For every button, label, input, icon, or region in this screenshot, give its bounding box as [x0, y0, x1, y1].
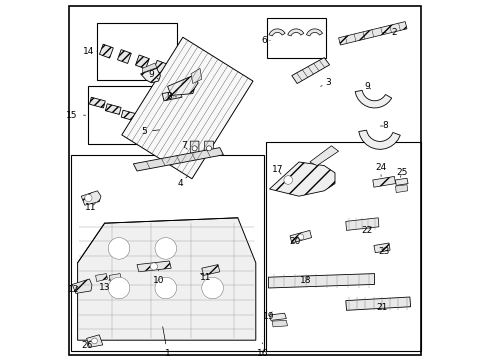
Polygon shape	[395, 178, 408, 185]
Circle shape	[192, 146, 197, 151]
Circle shape	[108, 238, 130, 259]
Bar	[98, 23, 176, 80]
Polygon shape	[346, 297, 411, 310]
Polygon shape	[109, 274, 121, 282]
Circle shape	[92, 338, 98, 344]
Polygon shape	[190, 141, 199, 156]
Polygon shape	[270, 162, 335, 196]
Text: 3: 3	[320, 78, 331, 87]
Polygon shape	[72, 279, 92, 293]
Polygon shape	[395, 185, 408, 193]
Polygon shape	[90, 97, 105, 108]
Polygon shape	[162, 90, 182, 101]
Polygon shape	[270, 313, 286, 320]
Polygon shape	[269, 274, 374, 288]
Circle shape	[284, 176, 293, 184]
Polygon shape	[81, 191, 101, 205]
Polygon shape	[272, 320, 288, 327]
Polygon shape	[346, 218, 379, 230]
Polygon shape	[310, 146, 339, 166]
Text: 17: 17	[271, 165, 283, 174]
Text: 24: 24	[375, 163, 387, 176]
Polygon shape	[135, 55, 149, 69]
Polygon shape	[374, 243, 390, 253]
Polygon shape	[359, 130, 400, 149]
Circle shape	[85, 194, 92, 202]
Polygon shape	[137, 117, 153, 127]
Bar	[88, 86, 176, 144]
Text: 9: 9	[148, 70, 159, 79]
Text: 14: 14	[83, 46, 98, 55]
Polygon shape	[292, 58, 330, 84]
Polygon shape	[121, 110, 137, 121]
Polygon shape	[118, 50, 131, 63]
Text: 8: 8	[167, 93, 176, 102]
Bar	[267, 18, 326, 58]
Text: 12: 12	[68, 285, 79, 294]
Polygon shape	[339, 22, 407, 45]
Circle shape	[155, 277, 176, 299]
Text: 25: 25	[396, 168, 407, 177]
Polygon shape	[373, 176, 395, 187]
Text: 20: 20	[289, 237, 300, 246]
Polygon shape	[288, 29, 304, 36]
Text: 8: 8	[380, 122, 388, 130]
Text: 16: 16	[257, 343, 268, 359]
Bar	[72, 155, 264, 351]
Text: 19: 19	[263, 312, 274, 321]
Polygon shape	[99, 44, 113, 58]
Text: 5: 5	[141, 127, 159, 136]
Polygon shape	[202, 265, 220, 275]
Circle shape	[298, 234, 304, 240]
Text: 23: 23	[378, 248, 389, 256]
Polygon shape	[137, 261, 171, 272]
Text: 11: 11	[85, 202, 97, 211]
Polygon shape	[153, 123, 169, 134]
Text: 6: 6	[261, 36, 270, 45]
Polygon shape	[105, 104, 121, 114]
Circle shape	[150, 263, 157, 270]
Polygon shape	[122, 37, 253, 179]
Circle shape	[108, 277, 130, 299]
Polygon shape	[191, 68, 202, 84]
Text: 2: 2	[383, 28, 397, 37]
Text: 4: 4	[177, 176, 187, 188]
Polygon shape	[168, 76, 198, 95]
Bar	[266, 142, 421, 351]
Text: 13: 13	[99, 279, 110, 292]
Circle shape	[155, 238, 176, 259]
Text: 1: 1	[163, 327, 171, 359]
Text: 18: 18	[300, 276, 312, 285]
Circle shape	[202, 277, 223, 299]
Polygon shape	[306, 29, 322, 36]
Polygon shape	[96, 274, 107, 282]
Polygon shape	[87, 335, 103, 347]
Polygon shape	[205, 141, 213, 156]
Polygon shape	[143, 63, 157, 73]
Circle shape	[206, 146, 212, 151]
Polygon shape	[133, 148, 223, 171]
Polygon shape	[153, 60, 167, 74]
Text: 10: 10	[153, 270, 164, 285]
Polygon shape	[141, 68, 160, 83]
Text: 26: 26	[81, 341, 92, 350]
Text: 15: 15	[67, 111, 86, 120]
Polygon shape	[269, 29, 285, 36]
Polygon shape	[77, 218, 256, 340]
Text: 7: 7	[181, 141, 187, 150]
Text: 22: 22	[362, 226, 373, 235]
Polygon shape	[290, 230, 312, 243]
Text: 11: 11	[199, 273, 211, 282]
Text: 21: 21	[376, 303, 388, 312]
Text: 9: 9	[365, 82, 370, 91]
Polygon shape	[355, 90, 392, 108]
